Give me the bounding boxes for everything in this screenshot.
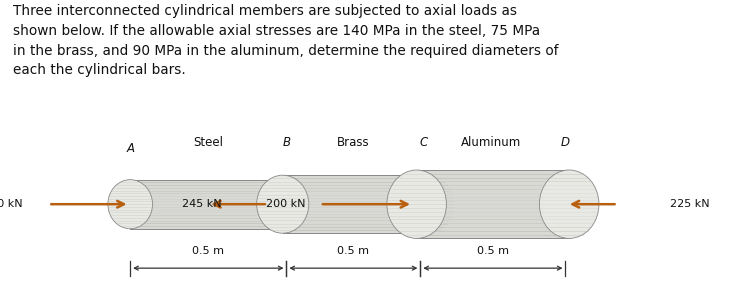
Text: 245 kN: 245 kN (182, 199, 222, 209)
Text: Three interconnected cylindrical members are subjected to axial loads as
shown b: Three interconnected cylindrical members… (13, 4, 559, 78)
Text: 225 kN: 225 kN (670, 199, 709, 209)
Text: 200 kN: 200 kN (266, 199, 305, 209)
Text: Aluminum: Aluminum (461, 136, 521, 149)
Text: Steel: Steel (193, 136, 223, 149)
Text: 270 kN: 270 kN (0, 199, 22, 209)
Ellipse shape (257, 175, 309, 233)
Ellipse shape (539, 170, 599, 239)
Text: 0.5 m: 0.5 m (192, 246, 225, 256)
Ellipse shape (402, 175, 454, 233)
Text: Brass: Brass (337, 136, 370, 149)
Text: 0.5 m: 0.5 m (477, 246, 509, 256)
Ellipse shape (387, 170, 446, 239)
Text: B: B (283, 136, 290, 149)
Text: C: C (420, 136, 429, 149)
Bar (283, 175, 428, 233)
Ellipse shape (108, 180, 153, 229)
Text: A: A (126, 142, 134, 155)
Text: 0.5 m: 0.5 m (337, 246, 370, 256)
Bar (130, 180, 286, 229)
Text: D: D (561, 136, 570, 149)
Ellipse shape (264, 180, 309, 229)
Bar (417, 170, 569, 239)
